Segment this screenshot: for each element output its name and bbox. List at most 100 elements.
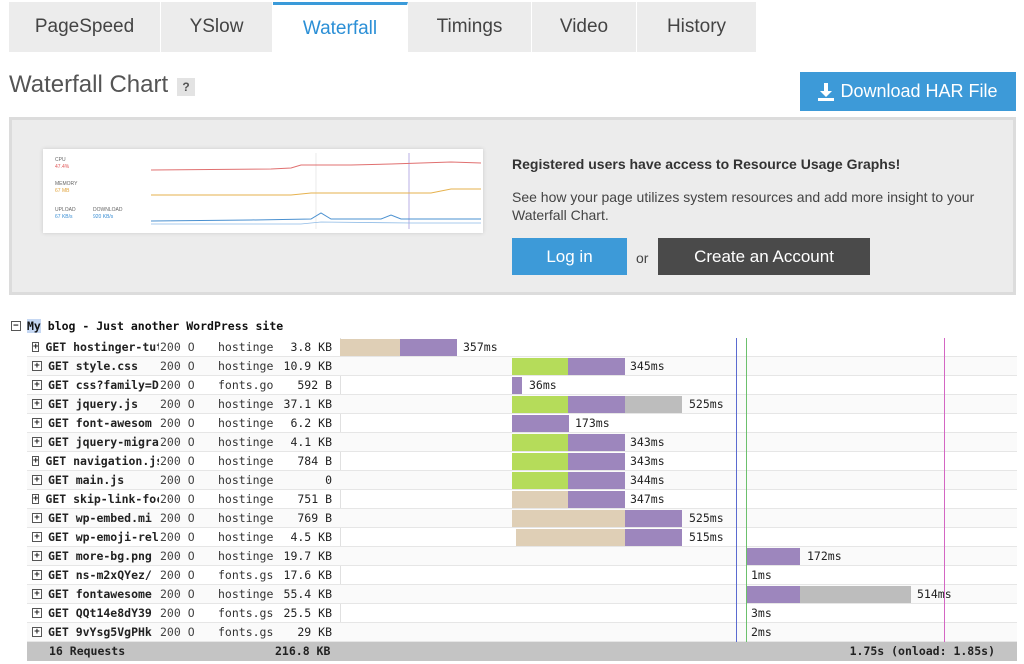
request-row[interactable]: + GET more-bg.png 200 O hostinger 19.7 KB 172…: [27, 547, 1017, 566]
request-row[interactable]: + GET main.js 200 O hostinger 0 344ms: [27, 471, 1017, 490]
preview-upload-value: 67 KB/s: [55, 214, 73, 220]
help-icon[interactable]: ?: [177, 78, 195, 96]
request-domain: fonts.goo: [218, 378, 274, 392]
request-status: 200 O: [160, 625, 195, 639]
request-row[interactable]: + GET wp-embed.mi 200 O hostinger 769 B 525ms: [27, 509, 1017, 528]
request-time: 2ms: [751, 625, 772, 639]
request-status: 200 O: [160, 549, 195, 563]
timeline-bar-connect: [512, 434, 568, 451]
request-row[interactable]: + GET 9vYsg5VgPHk 200 O fonts.gsta 29 KB 2ms: [27, 623, 1017, 642]
expand-icon[interactable]: +: [32, 570, 42, 580]
request-time: 1ms: [751, 568, 772, 582]
request-time: 343ms: [630, 454, 665, 468]
request-status: 200 O: [160, 454, 195, 468]
tab-timings[interactable]: Timings: [408, 2, 532, 52]
expand-icon[interactable]: +: [32, 399, 42, 409]
request-status: 200 O: [160, 359, 195, 373]
request-url: + GET ns-m2xQYez/: [32, 568, 159, 582]
expand-icon[interactable]: +: [32, 627, 42, 637]
request-domain: hostinger: [218, 549, 274, 563]
request-time: 36ms: [529, 378, 557, 392]
request-url-text: GET main.js: [48, 473, 125, 487]
request-row[interactable]: + GET jquery.js 200 O hostinger 37.1 KB 525ms: [27, 395, 1017, 414]
page-title-highlight: My: [27, 319, 41, 333]
request-url-text: GET ns-m2xQYez/: [48, 568, 152, 582]
expand-icon[interactable]: +: [32, 551, 42, 561]
request-url-text: GET font-awesom: [48, 416, 152, 430]
expand-icon[interactable]: +: [32, 494, 40, 504]
expand-icon[interactable]: +: [32, 418, 42, 428]
request-url: + GET 9vYsg5VgPHk: [32, 625, 159, 639]
request-size: 29 KB: [297, 625, 332, 639]
request-row[interactable]: + GET style.css 200 O hostinger 10.9 KB 345ms: [27, 357, 1017, 376]
request-url: + GET wp-embed.mi: [32, 511, 159, 525]
request-time: 172ms: [807, 549, 842, 563]
create-account-button[interactable]: Create an Account: [658, 238, 870, 275]
first-paint-line: [746, 338, 747, 642]
request-domain: hostinger: [218, 511, 274, 525]
expand-icon[interactable]: +: [32, 513, 42, 523]
expand-icon[interactable]: +: [32, 532, 42, 542]
request-row[interactable]: + GET ns-m2xQYez/200 O fonts.gsta 17.6 KB 1m…: [27, 566, 1017, 585]
request-url-text: GET css?family=D: [48, 378, 159, 392]
request-size: 4.1 KB: [290, 435, 332, 449]
timeline-bar-wait: [625, 510, 682, 527]
tab-history[interactable]: History: [637, 2, 757, 52]
resource-graph-preview: CPU 47.4% MEMORY 67 MB UPLOAD 67 KB/s DO…: [43, 149, 483, 233]
preview-sparklines: [151, 153, 481, 229]
request-row[interactable]: + GET QQt14e8dY39 200 O fonts.gsta 25.5 KB 3m…: [27, 604, 1017, 623]
request-size: 769 B: [297, 511, 332, 525]
collapse-icon[interactable]: −: [11, 321, 21, 331]
request-domain: hostinger: [218, 416, 274, 430]
expand-icon[interactable]: +: [32, 361, 42, 371]
preview-cpu-label: CPU: [55, 157, 66, 163]
timeline-bar-wait: [568, 491, 625, 508]
timeline-bar-wait: [625, 529, 682, 546]
request-time: 347ms: [630, 492, 665, 506]
request-url: + GET QQt14e8dY39: [32, 606, 159, 620]
login-button[interactable]: Log in: [512, 238, 627, 275]
request-size: 17.6 KB: [283, 568, 332, 582]
request-domain: hostinger: [218, 359, 274, 373]
page-tree-row[interactable]: − My blog - Just another WordPress site: [11, 319, 283, 333]
request-size: 6.2 KB: [290, 416, 332, 430]
expand-icon[interactable]: +: [32, 475, 42, 485]
expand-icon[interactable]: +: [32, 608, 42, 618]
request-url: + GET wp-emoji-rel: [32, 530, 159, 544]
request-url-text: GET wp-embed.mi: [48, 511, 152, 525]
timeline-bar-receive: [800, 586, 911, 603]
request-url: + GET main.js: [32, 473, 159, 487]
expand-icon[interactable]: +: [32, 380, 42, 390]
request-domain: hostinger: [218, 435, 274, 449]
request-url: + GET style.css: [32, 359, 159, 373]
request-domain: hostinger: [218, 473, 274, 487]
dom-content-loaded-line: [736, 338, 737, 642]
request-status: 200 O: [160, 492, 195, 506]
request-row[interactable]: + GET font-awesom 200 O hostinger 6.2 KB 173m…: [27, 414, 1017, 433]
expand-icon[interactable]: +: [32, 342, 40, 352]
request-url: + GET fontawesome: [32, 587, 159, 601]
tab-yslow[interactable]: YSlow: [161, 2, 273, 52]
timeline-bar-wait: [512, 377, 522, 394]
tab-pagespeed[interactable]: PageSpeed: [9, 2, 161, 52]
request-domain: hostinger: [218, 492, 274, 506]
expand-icon[interactable]: +: [32, 589, 42, 599]
request-row[interactable]: + GET fontawesome 200 O hostinger 55.4 KB 514…: [27, 585, 1017, 604]
expand-icon[interactable]: +: [32, 456, 40, 466]
download-har-button[interactable]: Download HAR File: [800, 72, 1016, 111]
request-domain: fonts.gsta: [218, 606, 274, 620]
request-url-text: GET navigation.js: [45, 454, 159, 468]
request-url: + GET more-bg.png: [32, 549, 159, 563]
tab-waterfall[interactable]: Waterfall: [273, 2, 408, 52]
preview-download-label: DOWNLOAD: [93, 207, 123, 213]
expand-icon[interactable]: +: [32, 437, 42, 447]
total-time: 1.75s (onload: 1.85s): [849, 644, 995, 658]
request-url: + GET hostinger-tut: [32, 340, 159, 354]
tab-video[interactable]: Video: [532, 2, 637, 52]
